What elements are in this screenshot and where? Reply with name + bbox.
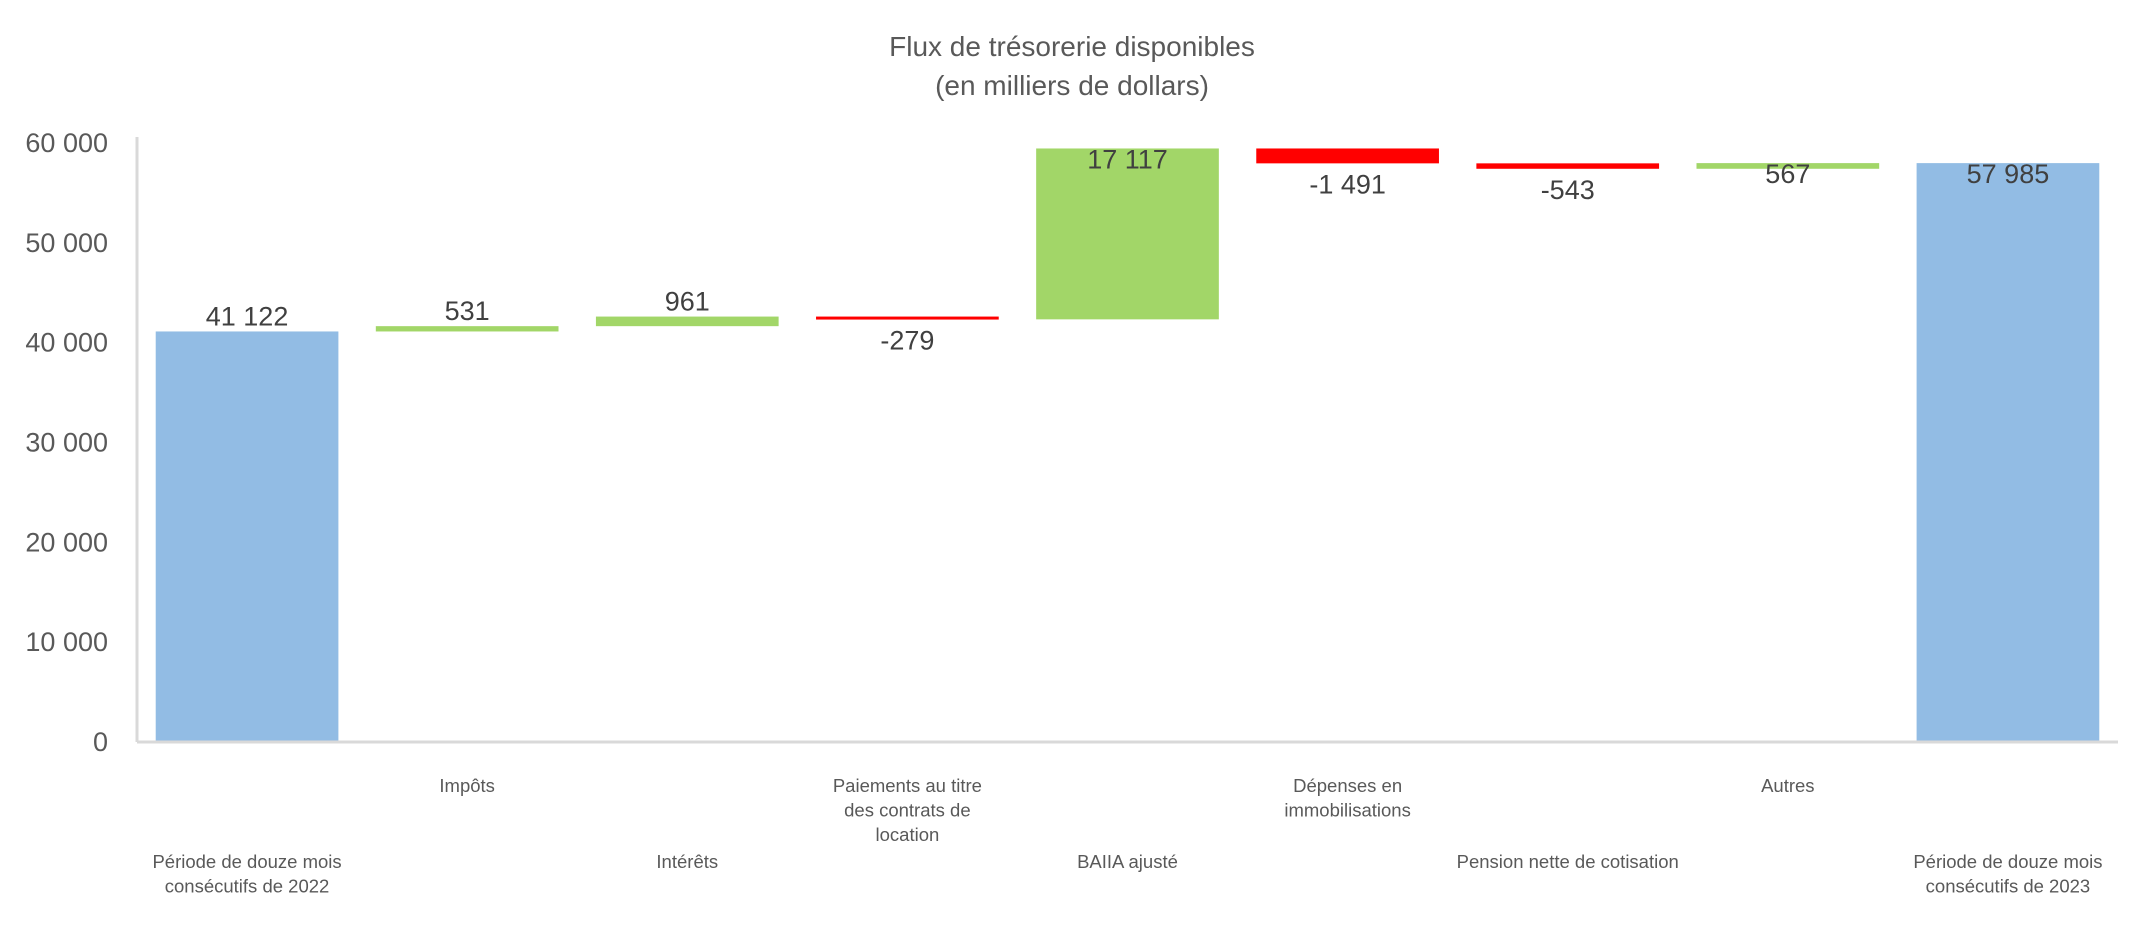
x-category-label: Intérêts bbox=[656, 851, 718, 872]
bar bbox=[816, 316, 999, 320]
data-labels: 41 122 531 961 -279 17 117 -1 491 -543 567 57 98… bbox=[206, 144, 2049, 355]
x-category-label: Paiements au titre bbox=[833, 775, 982, 796]
x-category-label: location bbox=[876, 824, 940, 845]
x-category-label: Pension nette de cotisation bbox=[1457, 851, 1679, 872]
x-category-label: consécutifs de 2022 bbox=[165, 876, 330, 897]
bar bbox=[1696, 163, 1880, 169]
data-label: -1 491 bbox=[1309, 169, 1386, 199]
bar bbox=[1036, 148, 1219, 320]
x-category-label: des contrats de bbox=[844, 800, 971, 821]
bar bbox=[1256, 148, 1439, 164]
data-label: 17 117 bbox=[1087, 144, 1168, 174]
bars bbox=[155, 148, 2100, 743]
y-tick-label: 60 000 bbox=[25, 128, 108, 158]
data-label: -543 bbox=[1541, 175, 1595, 205]
data-label: 531 bbox=[445, 296, 490, 326]
data-label: 41 122 bbox=[206, 301, 289, 331]
x-category-label: consécutifs de 2023 bbox=[1926, 876, 2091, 897]
x-axis-labels: Période de douze mois consécutifs de 2022… bbox=[152, 775, 2102, 897]
bar bbox=[1476, 163, 1660, 169]
data-label: 567 bbox=[1765, 159, 1810, 189]
x-category-label: Autres bbox=[1761, 775, 1814, 796]
x-category-label: immobilisations bbox=[1284, 800, 1410, 821]
x-category-label: BAIIA ajusté bbox=[1077, 851, 1178, 872]
bar bbox=[375, 326, 559, 332]
y-tick-label: 20 000 bbox=[25, 527, 108, 557]
chart-title: Flux de trésorerie disponibles bbox=[889, 31, 1255, 62]
y-tick-label: 40 000 bbox=[25, 328, 108, 358]
y-tick-label: 10 000 bbox=[25, 627, 108, 657]
x-category-label: Dépenses en bbox=[1293, 775, 1402, 796]
data-label: 57 985 bbox=[1967, 159, 2050, 189]
y-tick-label: 30 000 bbox=[25, 428, 108, 458]
y-axis-ticks: 0 10 000 20 000 30 000 40 000 50 000 60 000 bbox=[25, 128, 108, 757]
chart-subtitle: (en milliers de dollars) bbox=[935, 70, 1209, 101]
bar bbox=[595, 316, 779, 327]
x-category-label: Période de douze mois bbox=[152, 851, 341, 872]
y-tick-label: 50 000 bbox=[25, 228, 108, 258]
data-label: 961 bbox=[665, 287, 710, 317]
data-label: -279 bbox=[880, 325, 934, 355]
x-category-label: Impôts bbox=[439, 775, 495, 796]
y-tick-label: 0 bbox=[93, 727, 108, 757]
x-category-label: Période de douze mois bbox=[1913, 851, 2102, 872]
bar bbox=[155, 331, 339, 742]
bar bbox=[1916, 163, 2100, 743]
